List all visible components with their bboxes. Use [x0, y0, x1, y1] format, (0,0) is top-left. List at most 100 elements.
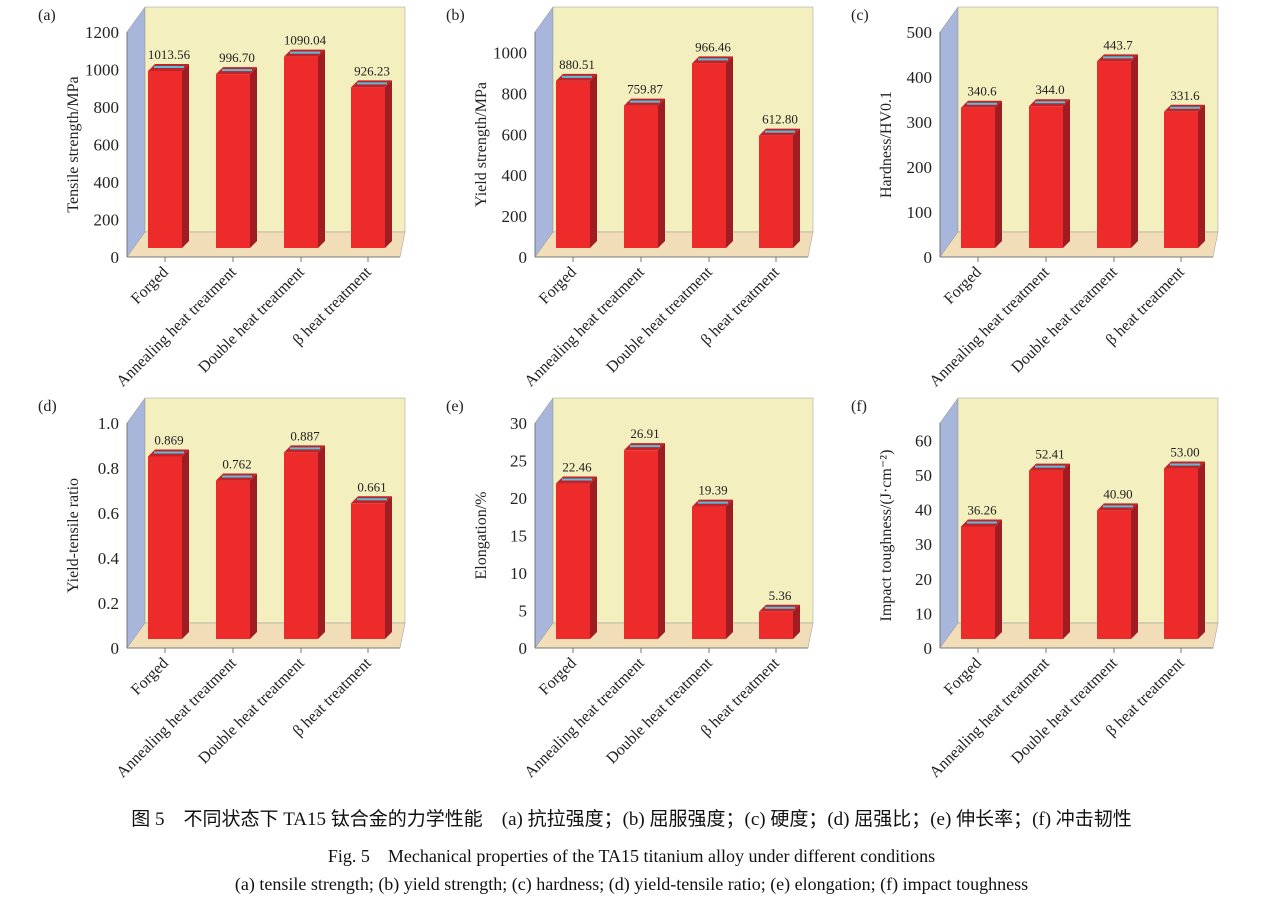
bar-side	[726, 56, 733, 248]
chart-svg: 0 10 20 30 40 50 60 Impact toughness/(J·cm⁻²) (f…	[851, 397, 1219, 781]
data-label: 0.887	[290, 428, 320, 443]
bar-side	[590, 73, 597, 248]
side-wall	[939, 6, 959, 258]
data-label: 0.661	[357, 479, 386, 494]
data-label: 36.26	[967, 502, 997, 517]
y-tick-label: 400	[907, 68, 933, 87]
bar	[1164, 111, 1198, 248]
data-label: 5.36	[769, 588, 792, 603]
bar-side	[318, 445, 325, 639]
bar	[556, 483, 590, 639]
data-label: 443.7	[1103, 37, 1133, 52]
bar-side	[793, 604, 800, 639]
y-tick-label: 0	[924, 248, 933, 267]
y-tick-label: 0.8	[98, 459, 119, 478]
bar	[1164, 468, 1198, 639]
y-tick-label: 60	[915, 431, 932, 450]
y-tick-label: 0.4	[98, 549, 120, 568]
bar	[1097, 61, 1131, 249]
y-tick-label: 200	[907, 158, 933, 177]
x-tick-label: Annealing heat treatment	[926, 263, 1053, 390]
side-wall	[939, 397, 959, 649]
bar	[1029, 106, 1063, 248]
bar-side	[1063, 99, 1070, 248]
x-tick-label: Annealing heat treatment	[113, 654, 240, 781]
x-tick-label: Forged	[536, 655, 580, 699]
bar-side	[658, 443, 665, 639]
y-tick-label: 0.6	[98, 504, 119, 523]
bar-side	[385, 496, 392, 639]
bar	[284, 56, 318, 249]
bar-side	[182, 449, 189, 639]
data-label: 1013.56	[148, 47, 191, 62]
x-tick-label: Annealing heat treatment	[926, 654, 1053, 781]
bar	[692, 63, 726, 248]
y-tick-label: 0	[519, 639, 528, 658]
bar	[148, 70, 182, 249]
side-wall	[126, 397, 146, 649]
y-tick-label: 400	[94, 173, 120, 192]
y-tick-label: 15	[510, 527, 527, 546]
side-wall	[534, 6, 554, 258]
y-tick-label: 300	[907, 113, 933, 132]
bar-side	[995, 100, 1002, 248]
panel-b: 0 200 400 600 800 1000 Yield strength/MPa (b) 88…	[408, 0, 828, 395]
bar	[351, 87, 385, 248]
data-label: 926.23	[354, 63, 390, 78]
y-tick-label: 20	[510, 489, 527, 508]
y-tick-label: 0	[111, 639, 120, 658]
data-label: 966.46	[695, 39, 731, 54]
bar-side	[318, 49, 325, 249]
y-tick-label: 0	[111, 248, 120, 267]
bar	[148, 456, 182, 639]
y-tick-label: 40	[915, 501, 932, 520]
x-tick-label: Forged	[941, 264, 985, 308]
x-tick-label: Annealing heat treatment	[113, 263, 240, 390]
panel-label: (d)	[38, 398, 57, 415]
y-tick-label: 30	[915, 535, 932, 554]
bar-side	[1198, 104, 1205, 248]
y-tick-label: 1.0	[98, 414, 119, 433]
bar	[556, 80, 590, 248]
data-label: 19.39	[698, 483, 727, 498]
chart-svg: 0 200 400 600 800 1000 1200 Tensile strength/MP…	[38, 6, 406, 390]
x-tick-label: Annealing heat treatment	[521, 263, 648, 390]
data-label: 1090.04	[284, 33, 327, 48]
panel-d: 0 0.2 0.4 0.6 0.8 1.0 Yield-tensile ratio (d) 0.…	[0, 391, 420, 786]
bar-side	[1131, 54, 1138, 249]
chart-svg: 0 200 400 600 800 1000 Yield strength/MPa (b) 88…	[446, 6, 814, 390]
y-axis-title: Yield strength/MPa	[473, 82, 490, 207]
y-axis-title: Yield-tensile ratio	[65, 478, 82, 593]
data-label: 53.00	[1170, 445, 1199, 460]
caption-chinese: 图 5 不同状态下 TA15 钛合金的力学性能 (a) 抗拉强度；(b) 屈服强…	[131, 809, 1132, 830]
bar	[624, 105, 658, 248]
data-label: 612.80	[762, 112, 798, 127]
y-tick-label: 200	[502, 207, 528, 226]
panel-label: (f)	[851, 398, 867, 415]
y-axis-title: Elongation/%	[473, 492, 490, 580]
y-tick-label: 400	[502, 166, 528, 185]
y-tick-label: 5	[519, 602, 528, 621]
bar-side	[1198, 461, 1205, 639]
data-label: 52.41	[1035, 447, 1064, 462]
data-label: 340.6	[967, 84, 997, 99]
y-axis-title: Hardness/HV0.1	[878, 91, 895, 198]
data-label: 880.51	[559, 57, 595, 72]
bar-side	[250, 473, 257, 639]
bar	[961, 107, 995, 248]
bar	[216, 480, 250, 639]
y-tick-label: 600	[94, 136, 120, 155]
data-label: 26.91	[630, 426, 659, 441]
bar-side	[1063, 463, 1070, 639]
bar-side	[726, 499, 733, 639]
x-tick-label: Forged	[941, 655, 985, 699]
bar-side	[658, 98, 665, 248]
y-tick-label: 1200	[85, 23, 119, 42]
y-tick-label: 100	[907, 203, 933, 222]
caption-english-subtitle: (a) tensile strength; (b) yield strength…	[234, 874, 1029, 894]
data-label: 759.87	[627, 82, 663, 97]
y-tick-label: 600	[502, 125, 528, 144]
x-tick-label: Forged	[128, 655, 172, 699]
y-tick-label: 200	[94, 211, 120, 230]
